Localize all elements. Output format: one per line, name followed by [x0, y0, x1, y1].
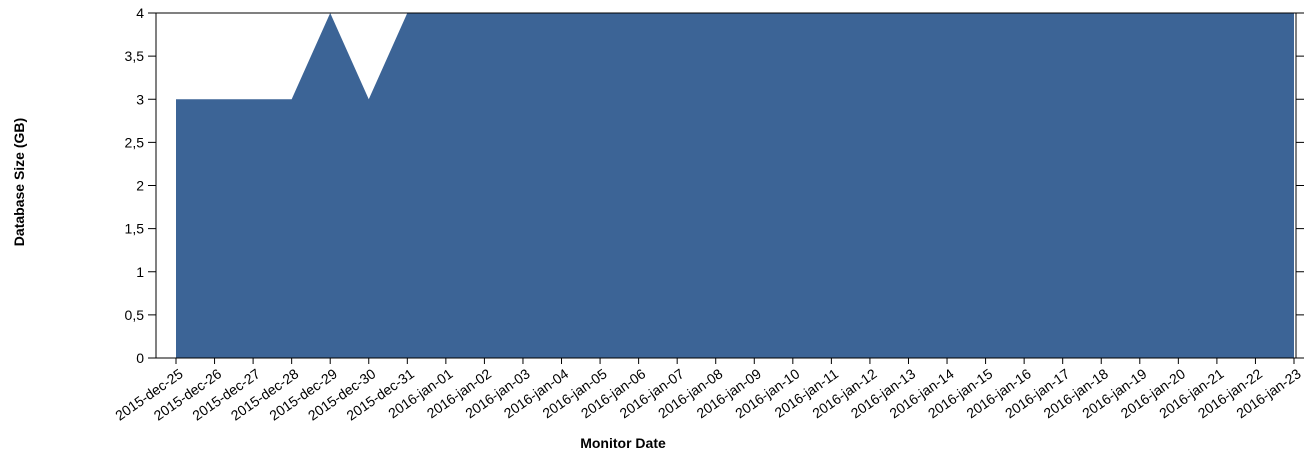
y-tick-label: 3 [136, 91, 144, 107]
y-tick-label: 2 [136, 178, 144, 194]
y-tick-label: 0,5 [125, 307, 145, 323]
axes [148, 12, 1304, 364]
y-tick-label: 0 [136, 350, 144, 366]
y-tick-label: 1,5 [125, 221, 145, 237]
y-axis-title: Database Size (GB) [11, 118, 27, 246]
x-axis-title: Monitor Date [580, 435, 666, 451]
y-tick-label: 1 [136, 264, 144, 280]
y-tick-label: 3,5 [125, 48, 145, 64]
y-tick-label: 4 [136, 5, 144, 21]
area-series-0 [176, 13, 1294, 358]
y-tick-label: 2,5 [125, 134, 145, 150]
plot-area [176, 13, 1294, 358]
